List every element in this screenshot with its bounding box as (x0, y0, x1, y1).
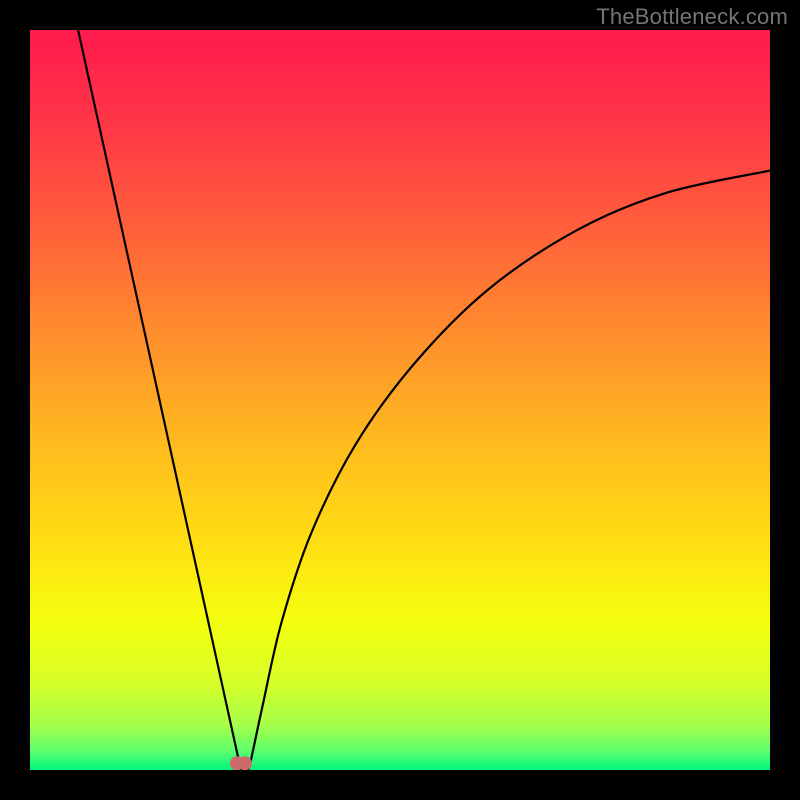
outer-frame: TheBottleneck.com (0, 0, 800, 800)
watermark-text: TheBottleneck.com (596, 4, 788, 30)
bottleneck-chart (30, 30, 770, 770)
gradient-background (30, 30, 770, 770)
plot-area (30, 30, 770, 770)
optimum-marker (230, 756, 252, 770)
